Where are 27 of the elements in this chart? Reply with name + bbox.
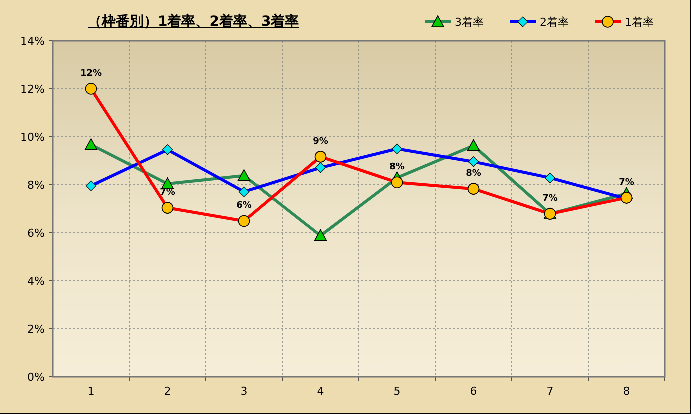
x-tick-label: 4 [317,385,324,398]
x-tick-label: 3 [240,385,248,398]
y-tick-label: 10% [20,131,45,144]
y-tick-label: 0% [28,371,45,384]
x-tick-label: 2 [164,385,172,398]
x-tick-label: 5 [394,385,401,398]
x-tick-label: 8 [623,385,630,398]
x-tick-label: 6 [470,385,478,398]
legend-label: 3着率 [455,16,484,29]
legend-label: 2着率 [540,16,569,29]
data-label: 8% [466,169,482,180]
legend-label: 1着率 [625,16,654,29]
data-label: 8% [390,162,405,173]
chart-title: （枠番別）1着率、2着率、3着率 [88,13,300,30]
y-tick-label: 12% [20,83,45,96]
data-label: 7% [619,178,634,188]
y-tick-label: 14% [20,35,45,48]
data-label: 6% [236,201,252,212]
y-tick-label: 6% [28,227,45,240]
data-label: 7% [542,194,558,204]
data-label: 12% [80,69,102,79]
x-tick-label: 7 [546,385,554,398]
x-tick-label: 1 [88,385,95,398]
y-tick-label: 4% [28,275,45,288]
y-tick-label: 8% [28,179,45,192]
data-label: 9% [313,136,328,147]
y-tick-label: 2% [28,323,45,336]
